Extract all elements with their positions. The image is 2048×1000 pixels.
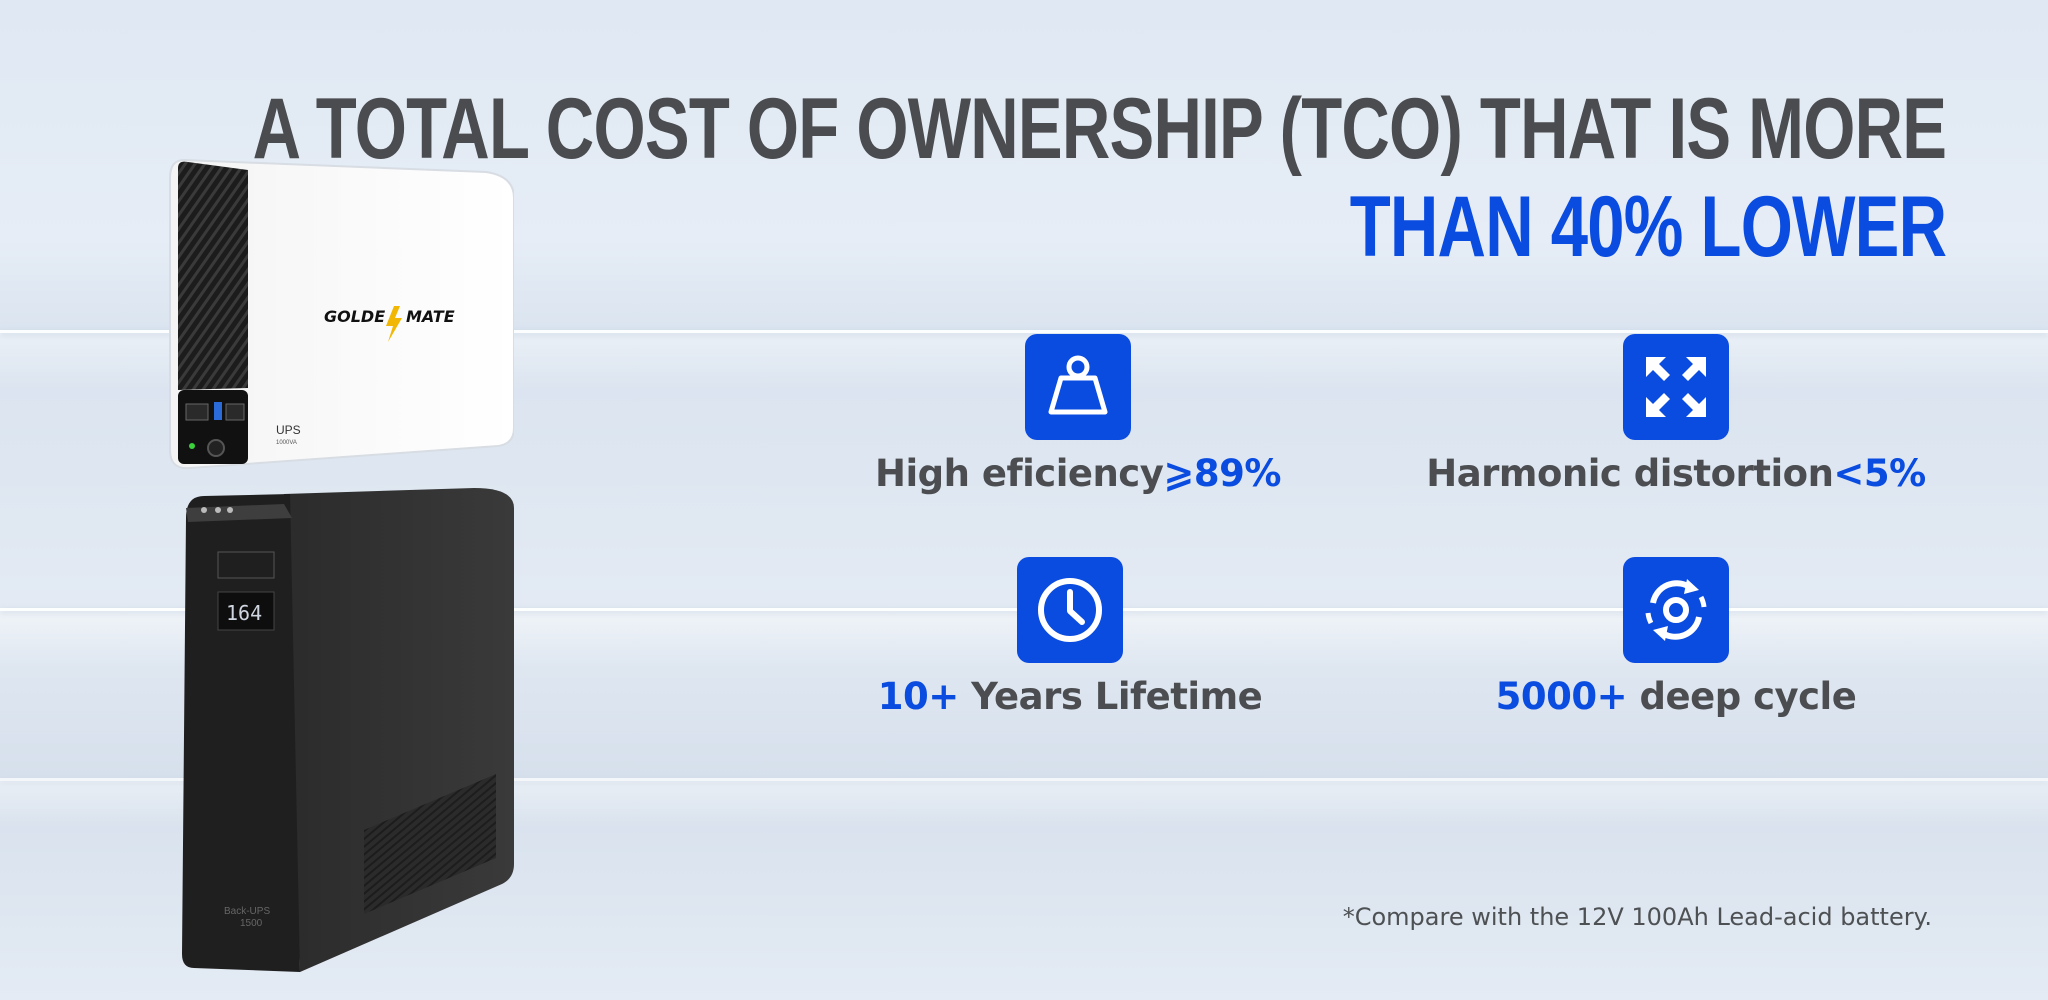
feature-harmonic-text: Harmonic distortion [1426,452,1834,495]
feature-cycle-value: 5000+ [1495,675,1628,718]
shelf-line-top [0,330,2048,333]
weight-icon [1025,334,1131,440]
svg-text:GOLDE: GOLDE [324,307,385,326]
back-ups-image: 164 Back-UPS 1500 [174,488,518,974]
goldenmate-ups-image: GOLDE MATE UPS 1000VA [168,158,515,474]
footnote: *Compare with the 12V 100Ah Lead-acid ba… [1342,903,1932,931]
feature-cycle-text: deep cycle [1627,675,1857,718]
feature-lifetime-label: 10+ Years Lifetime [790,675,1350,718]
headline-line-1: A TOTAL COST OF OWNERSHIP (TCO) THAT IS … [252,81,1946,177]
feature-efficiency-value: ⩾89% [1163,452,1281,495]
feature-harmonic-value: <5% [1833,452,1926,495]
feature-harmonic: Harmonic distortion<5% [1396,334,1956,495]
headline-line-2: THAN 40% LOWER [1349,179,1946,275]
svg-text:Back-UPS: Back-UPS [224,906,270,917]
svg-text:1000VA: 1000VA [276,440,297,446]
feature-cycle-label: 5000+ deep cycle [1396,675,1956,718]
feature-lifetime-value: 10+ [877,675,960,718]
svg-text:UPS: UPS [276,423,301,437]
svg-text:164: 164 [226,601,262,625]
feature-efficiency: High eficiency⩾89% [798,334,1358,495]
svg-text:MATE: MATE [406,307,455,326]
cycle-icon [1623,557,1729,663]
feature-cycle: 5000+ deep cycle [1396,557,1956,718]
headline: A TOTAL COST OF OWNERSHIP (TCO) THAT IS … [0,80,1946,276]
feature-harmonic-label: Harmonic distortion<5% [1396,452,1956,495]
feature-lifetime-text: Years Lifetime [958,675,1263,718]
feature-efficiency-label: High eficiency⩾89% [798,452,1358,495]
shelf-line-bottom [0,778,2048,781]
expand-arrows-icon [1623,334,1729,440]
feature-efficiency-text: High eficiency [875,452,1164,495]
svg-text:1500: 1500 [240,918,263,929]
clock-icon [1017,557,1123,663]
feature-lifetime: 10+ Years Lifetime [790,557,1350,718]
